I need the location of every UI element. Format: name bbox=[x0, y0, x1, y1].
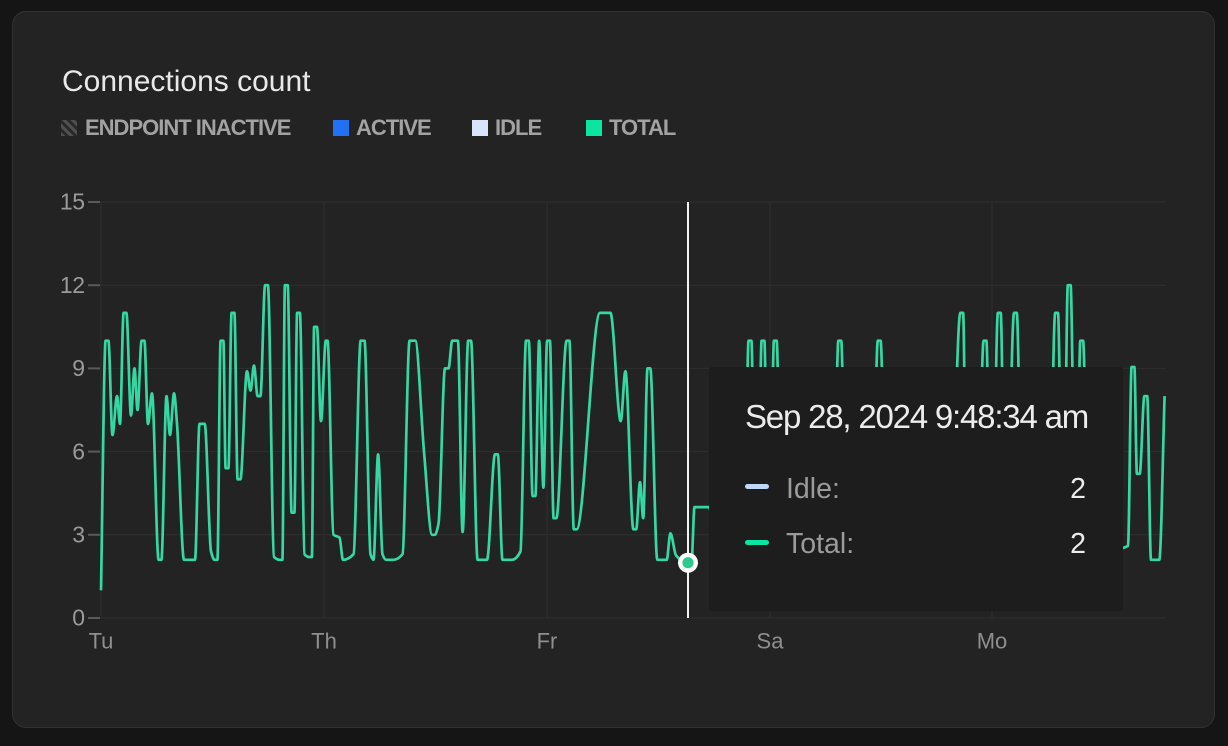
svg-text:Sa: Sa bbox=[757, 629, 785, 654]
svg-text:15: 15 bbox=[60, 189, 85, 215]
svg-text:0: 0 bbox=[72, 605, 84, 631]
svg-text:12: 12 bbox=[60, 272, 85, 298]
svg-text:Th: Th bbox=[311, 629, 337, 654]
svg-text:Mo: Mo bbox=[977, 629, 1008, 654]
svg-text:9: 9 bbox=[72, 355, 84, 381]
svg-text:3: 3 bbox=[72, 522, 84, 548]
svg-text:Fr: Fr bbox=[537, 629, 558, 654]
svg-text:Tu: Tu bbox=[89, 629, 114, 654]
svg-text:6: 6 bbox=[72, 438, 84, 464]
